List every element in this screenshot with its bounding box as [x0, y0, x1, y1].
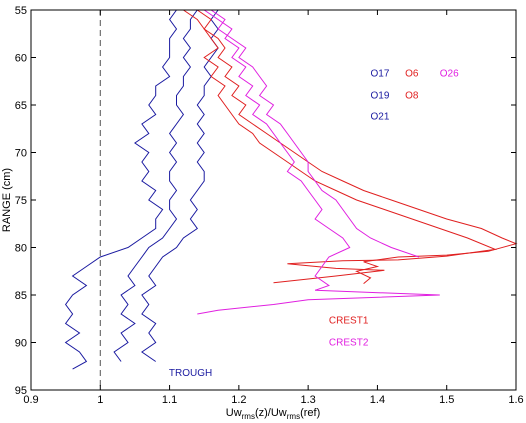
- x-tick-label: 1.2: [231, 394, 246, 406]
- y-tick-label: 80: [15, 243, 27, 255]
- legend-label: O17: [371, 69, 390, 80]
- y-tick-label: 60: [15, 53, 27, 65]
- tick-layer: 0.9 1 1.1 1.2 1.3 1.4 1.5 1.6 55 60 65 70 75 80 85 90 95: [15, 5, 524, 406]
- annotation-label: TROUGH: [169, 368, 212, 379]
- annotation-label: CREST1: [329, 316, 369, 327]
- y-tick-label: 85: [15, 290, 27, 302]
- x-tick-label: 0.9: [23, 394, 38, 406]
- y-tick-label: 70: [15, 148, 27, 160]
- series-line-5: [183, 9, 498, 284]
- legend-label: O19: [371, 90, 390, 101]
- legend-label: O21: [371, 111, 390, 122]
- y-tick-label: 95: [15, 385, 27, 397]
- annotation-layer: O17 O6 O26 O19 O8 O21 CREST1 CREST2 TROUGH: [169, 69, 459, 379]
- legend-label: O6: [405, 69, 419, 80]
- y-tick-label: 65: [15, 100, 27, 112]
- series-line-2: [113, 9, 198, 362]
- y-axis-label: RANGE (cm): [1, 168, 13, 232]
- legend-label: O8: [405, 90, 419, 101]
- series-line-1: [64, 9, 178, 370]
- series-line-3: [141, 9, 219, 362]
- plot-background: [31, 10, 516, 390]
- series-line-6: [197, 9, 440, 315]
- x-tick-label: 1.5: [439, 394, 454, 406]
- x-tick-label: 1.1: [162, 394, 177, 406]
- x-axis-label: Uwrms(z)/Uwrms(ref): [226, 407, 321, 421]
- x-tick-label: 1.6: [508, 394, 523, 406]
- x-tick-label: 1.3: [300, 394, 315, 406]
- series-line-7: [210, 9, 420, 258]
- x-tick-label: 1: [97, 394, 103, 406]
- x-tick-label: 1.4: [370, 394, 385, 406]
- annotation-label: CREST2: [329, 337, 369, 348]
- series-line-4: [197, 9, 518, 284]
- y-tick-label: 55: [15, 5, 27, 17]
- series-layer: [64, 9, 518, 370]
- legend-label: O26: [440, 69, 459, 80]
- y-tick-label: 90: [15, 338, 27, 350]
- y-tick-label: 75: [15, 195, 27, 207]
